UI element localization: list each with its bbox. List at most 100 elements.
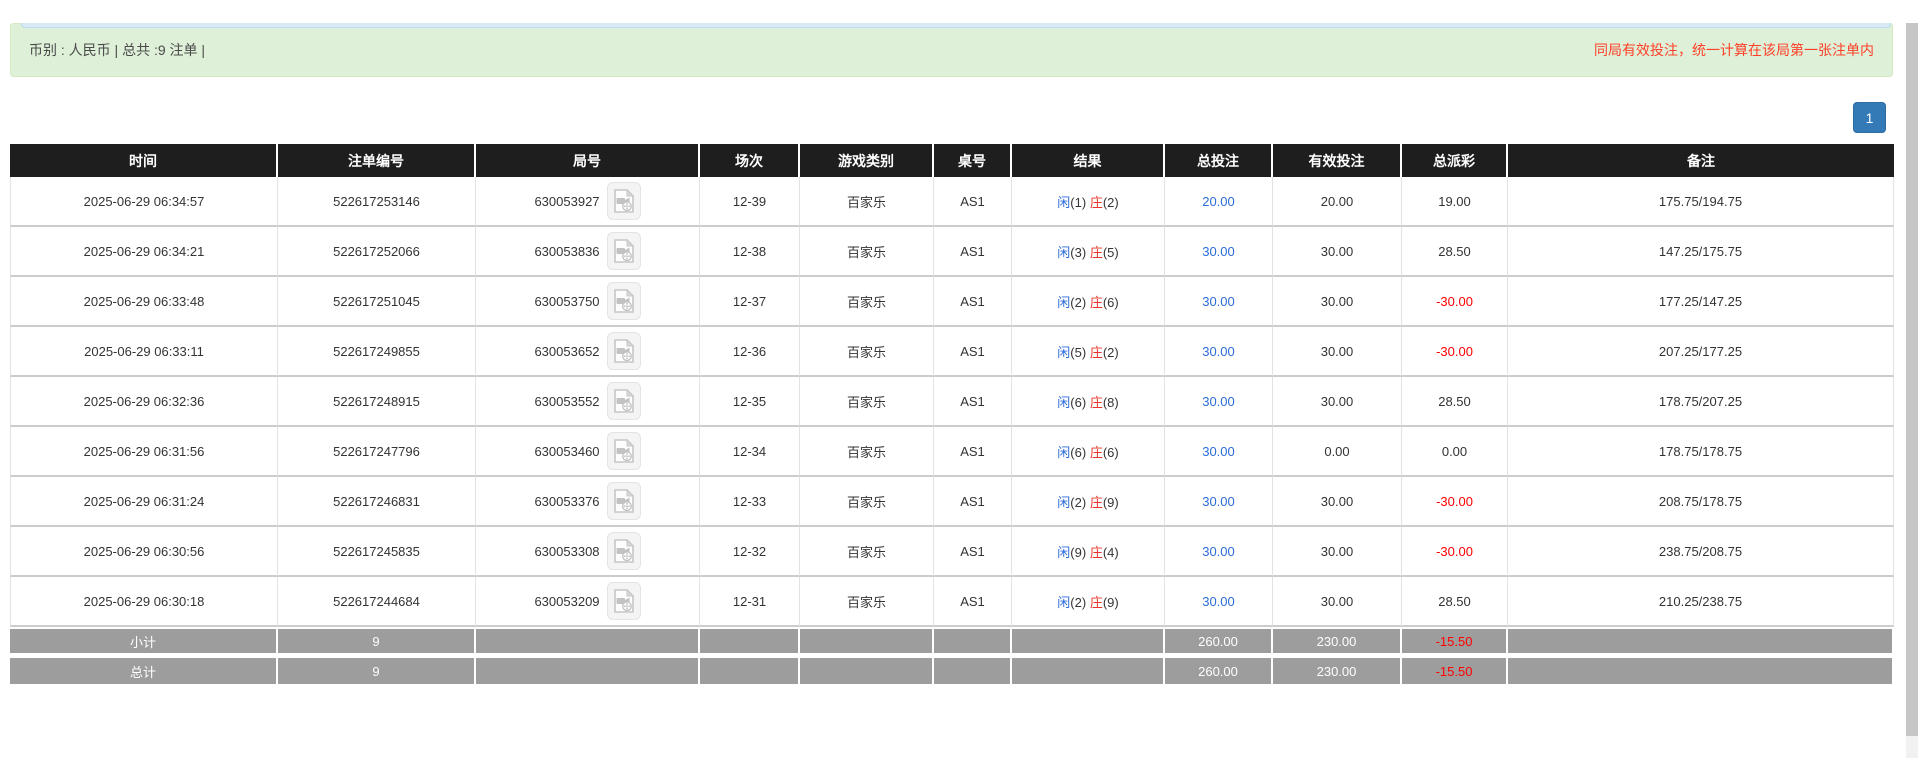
player-result-value: (3) <box>1070 244 1087 260</box>
cell-time: 2025-06-29 06:32:36 <box>10 377 278 427</box>
banker-result-value: (2) <box>1102 194 1119 210</box>
video-file-icon <box>613 189 634 213</box>
cell-result: 闲(6) 庄(6) <box>1012 427 1165 477</box>
table-row: 2025-06-29 06:30:18 522617244684 6300532… <box>10 577 1894 627</box>
table-row: 2025-06-29 06:31:24 522617246831 6300533… <box>10 477 1894 527</box>
cell-valid-bet: 30.00 <box>1273 477 1402 527</box>
replay-video-button[interactable] <box>606 282 641 320</box>
banker-result-label: 庄 <box>1089 444 1103 460</box>
cell-game-type: 百家乐 <box>800 427 934 477</box>
cell-time: 2025-06-29 06:30:56 <box>10 527 278 577</box>
cell-time: 2025-06-29 06:31:24 <box>10 477 278 527</box>
cell-result: 闲(2) 庄(6) <box>1012 277 1165 327</box>
pagination: 1 <box>0 102 1886 133</box>
round-id-text: 630053376 <box>534 493 600 509</box>
replay-video-button[interactable] <box>606 582 641 620</box>
player-result-label: 闲 <box>1057 244 1071 260</box>
cell-game-type: 百家乐 <box>800 577 934 627</box>
replay-video-button[interactable] <box>606 532 641 570</box>
cell-table-no: AS1 <box>934 577 1012 627</box>
cell-time: 2025-06-29 06:34:21 <box>10 227 278 277</box>
replay-video-button[interactable] <box>606 332 641 370</box>
replay-video-button[interactable] <box>606 482 641 520</box>
summary-total-bet: 260.00 <box>1165 627 1273 658</box>
header-row: 时间 注单编号 局号 场次 游戏类别 桌号 结果 总投注 有效投注 总派彩 备注 <box>10 144 1894 177</box>
total-bet-link[interactable]: 30.00 <box>1202 293 1235 309</box>
round-id-text: 630053652 <box>534 343 600 359</box>
cell-valid-bet: 0.00 <box>1273 427 1402 477</box>
total-bet-link[interactable]: 30.00 <box>1202 443 1235 459</box>
cell-session: 12-33 <box>700 477 800 527</box>
total-bet-link[interactable]: 30.00 <box>1202 393 1235 409</box>
summary-count: 9 <box>278 627 476 658</box>
round-id-text: 630053552 <box>534 393 600 409</box>
page-1-button[interactable]: 1 <box>1853 102 1886 133</box>
vertical-scrollbar[interactable] <box>1906 23 1918 758</box>
total-bet-link[interactable]: 30.00 <box>1202 543 1235 559</box>
info-banner-remnant <box>21 23 1891 28</box>
cell-bet-id: 522617248915 <box>278 377 476 427</box>
summary-row: 总计 9 260.00 230.00 -15.50 <box>10 658 1894 689</box>
banker-result-value: (5) <box>1102 244 1119 260</box>
total-bet-link[interactable]: 30.00 <box>1202 343 1235 359</box>
column-header: 时间 <box>10 144 278 177</box>
cell-bet-id: 522617252066 <box>278 227 476 277</box>
video-file-icon <box>613 539 634 563</box>
cell-remark: 178.75/178.75 <box>1508 427 1894 477</box>
table-row: 2025-06-29 06:33:48 522617251045 6300537… <box>10 277 1894 327</box>
banker-result-value: (2) <box>1102 344 1119 360</box>
cell-payout: -30.00 <box>1402 327 1508 377</box>
round-id-text: 630053308 <box>534 543 600 559</box>
scrollbar-thumb[interactable] <box>1906 23 1918 736</box>
cell-payout: 28.50 <box>1402 227 1508 277</box>
column-header: 结果 <box>1012 144 1165 177</box>
same-round-note: 同局有效投注，统一计算在该局第一张注单内 <box>1594 42 1874 58</box>
banker-result-label: 庄 <box>1089 344 1103 360</box>
replay-video-button[interactable] <box>606 182 641 220</box>
table-row: 2025-06-29 06:32:36 522617248915 6300535… <box>10 377 1894 427</box>
summary-remark <box>1508 627 1894 658</box>
cell-bet-id: 522617246831 <box>278 477 476 527</box>
cell-valid-bet: 30.00 <box>1273 227 1402 277</box>
cell-game-type: 百家乐 <box>800 477 934 527</box>
cell-round-id: 630053652 <box>476 327 700 377</box>
total-bet-link[interactable]: 20.00 <box>1202 193 1235 209</box>
cell-round-id: 630053750 <box>476 277 700 327</box>
player-result-label: 闲 <box>1057 444 1071 460</box>
cell-valid-bet: 20.00 <box>1273 177 1402 227</box>
cell-round-id: 630053927 <box>476 177 700 227</box>
cell-game-type: 百家乐 <box>800 277 934 327</box>
summary-valid-bet: 230.00 <box>1273 627 1402 658</box>
banker-result-label: 庄 <box>1089 494 1103 510</box>
cell-session: 12-39 <box>700 177 800 227</box>
currency-summary-bar: 币别 : 人民币 | 总共 :9 注单 | 同局有效投注，统一计算在该局第一张注… <box>10 23 1893 77</box>
cell-remark: 175.75/194.75 <box>1508 177 1894 227</box>
cell-bet-id: 522617253146 <box>278 177 476 227</box>
cell-table-no: AS1 <box>934 427 1012 477</box>
cell-table-no: AS1 <box>934 377 1012 427</box>
cell-session: 12-37 <box>700 277 800 327</box>
cell-game-type: 百家乐 <box>800 377 934 427</box>
cell-total-bet: 30.00 <box>1165 377 1273 427</box>
player-result-label: 闲 <box>1057 344 1071 360</box>
total-bet-link[interactable]: 30.00 <box>1202 243 1235 259</box>
cell-valid-bet: 30.00 <box>1273 577 1402 627</box>
cell-result: 闲(9) 庄(4) <box>1012 527 1165 577</box>
cell-time: 2025-06-29 06:31:56 <box>10 427 278 477</box>
cell-remark: 178.75/207.25 <box>1508 377 1894 427</box>
player-result-value: (5) <box>1070 344 1087 360</box>
replay-video-button[interactable] <box>606 232 641 270</box>
cell-remark: 208.75/178.75 <box>1508 477 1894 527</box>
column-header: 总派彩 <box>1402 144 1508 177</box>
total-bet-link[interactable]: 30.00 <box>1202 493 1235 509</box>
summary-payout: -15.50 <box>1402 658 1508 689</box>
cell-valid-bet: 30.00 <box>1273 527 1402 577</box>
cell-session: 12-34 <box>700 427 800 477</box>
cell-round-id: 630053460 <box>476 427 700 477</box>
replay-video-button[interactable] <box>606 382 641 420</box>
cell-total-bet: 30.00 <box>1165 477 1273 527</box>
replay-video-button[interactable] <box>606 432 641 470</box>
total-bet-link[interactable]: 30.00 <box>1202 593 1235 609</box>
cell-total-bet: 30.00 <box>1165 527 1273 577</box>
banker-result-value: (6) <box>1102 444 1119 460</box>
